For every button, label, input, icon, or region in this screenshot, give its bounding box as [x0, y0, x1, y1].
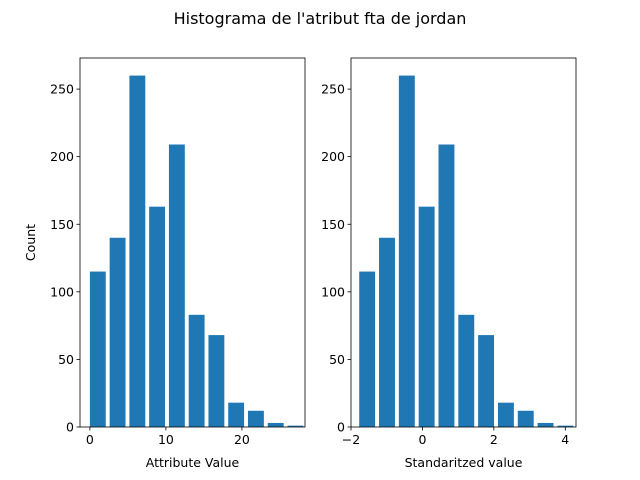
y-tick-label: 200	[321, 149, 345, 164]
x-tick-label: 20	[234, 432, 250, 447]
y-tick-label: 150	[321, 217, 345, 232]
histogram-bar	[557, 425, 574, 427]
x-tick-label: 0	[418, 432, 426, 447]
histogram-bar	[287, 425, 304, 427]
x-axis-label: Attribute Value	[146, 455, 240, 470]
y-tick-label: 250	[50, 82, 74, 97]
y-tick-label: 100	[321, 284, 345, 299]
y-axis-label: Count	[23, 224, 38, 261]
histogram-bar	[418, 206, 435, 427]
x-tick-label: 4	[561, 432, 569, 447]
axes-frame	[79, 57, 306, 428]
histogram-bar	[188, 314, 205, 427]
y-tick-label: 100	[50, 284, 74, 299]
histogram-bar	[89, 271, 106, 427]
histogram-bar	[438, 144, 455, 427]
y-tick-label: 150	[50, 217, 74, 232]
x-tick-label: −2	[342, 432, 360, 447]
x-axis-label: Standaritzed value	[405, 455, 523, 470]
histogram-bar	[537, 422, 554, 427]
y-tick-label: 200	[50, 149, 74, 164]
x-tick-label: 10	[158, 432, 174, 447]
histogram-bar	[208, 335, 225, 427]
y-tick-label: 0	[337, 420, 345, 435]
histogram-bar	[497, 402, 514, 427]
histogram-bar	[478, 335, 495, 427]
axes-frame	[350, 57, 577, 428]
histogram-bar	[458, 314, 475, 427]
histogram-bar	[247, 410, 264, 427]
y-tick-label: 250	[321, 82, 345, 97]
histogram-bar	[129, 75, 146, 427]
histogram-bar	[109, 237, 126, 427]
x-tick-label: 2	[490, 432, 498, 447]
histogram-bar	[517, 410, 534, 427]
y-tick-label: 50	[58, 352, 74, 367]
histogram-bar	[149, 206, 166, 427]
histogram-attribute-value: 0 50 100 150 200 250 0 10 20 Attribute Value Count	[23, 57, 306, 470]
y-tick-label: 50	[329, 352, 345, 367]
histogram-bar	[267, 422, 284, 427]
histogram-bar	[398, 75, 415, 427]
y-tick-label: 0	[66, 420, 74, 435]
histogram-bar	[379, 237, 395, 427]
x-tick-label: 0	[86, 432, 94, 447]
figure-title: Histograma de l'atribut fta de jordan	[174, 9, 467, 28]
histogram-bar	[168, 144, 185, 427]
histogram-bar	[359, 271, 376, 427]
histogram-bar	[228, 402, 245, 427]
